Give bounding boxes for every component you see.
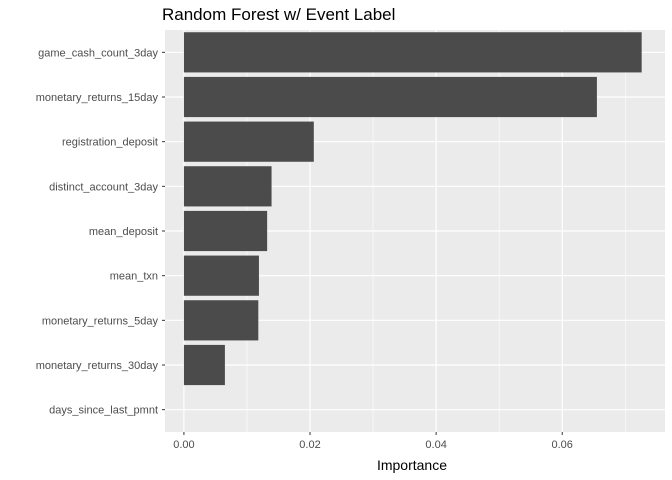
x-axis-title: Importance [377,457,447,473]
x-tick-label: 0.02 [299,439,320,451]
chart-title: Random Forest w/ Event Label [162,5,395,24]
bar [183,121,314,162]
y-tick-label: distinct_account_3day [49,181,158,193]
bars [183,32,642,386]
bar [183,255,259,296]
bar [183,344,225,386]
y-tick-label: mean_txn [110,271,158,283]
x-tick-label: 0.00 [173,439,194,451]
y-tick-label: monetary_returns_5day [42,315,159,327]
y-tick-label: registration_deposit [62,137,158,149]
y-axis: game_cash_count_3day monetary_returns_15d… [36,47,165,417]
bar [183,166,272,207]
y-tick-label: monetary_returns_15day [36,92,159,104]
y-tick-label: mean_deposit [89,226,158,238]
x-axis: 0.00 0.02 0.04 0.06 [173,432,573,451]
bar [183,300,259,341]
bar [183,76,597,118]
bar [183,32,642,73]
y-tick-label: days_since_last_pmnt [49,405,158,417]
x-tick-label: 0.04 [425,439,446,451]
y-tick-label: game_cash_count_3day [38,47,158,59]
y-tick-label: monetary_returns_30day [36,360,159,372]
x-tick-label: 0.06 [552,439,573,451]
bar [183,210,268,252]
